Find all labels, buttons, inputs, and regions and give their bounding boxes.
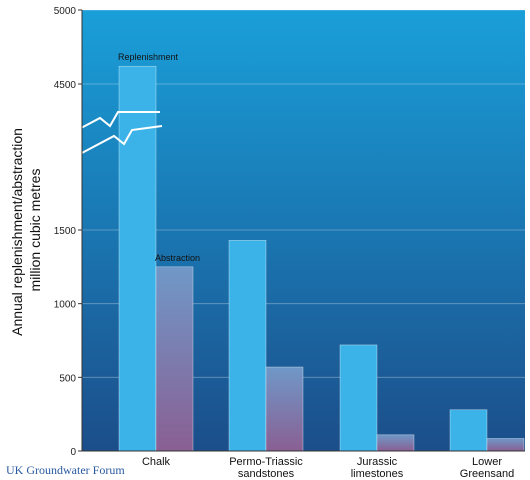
y-tick-label: 500 xyxy=(59,373,76,384)
axis-break-line xyxy=(79,125,163,155)
y-tick-label: 1500 xyxy=(54,226,77,237)
y-tick-labels: 0 500 1000 1500 4500 5000 xyxy=(54,6,82,458)
axis-break xyxy=(65,111,163,155)
x-category-label: limestones xyxy=(351,468,404,480)
y-tick-label: 4500 xyxy=(54,80,77,91)
x-category-label: Greensand xyxy=(460,468,514,480)
x-category-label: sandstones xyxy=(238,468,295,480)
x-category-label: Chalk xyxy=(142,456,171,468)
y-tick-label: 1000 xyxy=(54,300,77,311)
bar-abstraction xyxy=(265,366,304,452)
bar-abstraction xyxy=(486,438,525,452)
bar-replenishment xyxy=(228,240,267,452)
x-category-label: Permo-Triassic xyxy=(229,456,303,468)
x-category-label: Jurassic xyxy=(357,456,398,468)
bar-abstraction xyxy=(376,434,415,452)
annotation-replenishment: Replenishment xyxy=(118,52,179,62)
y-tick-label: 0 xyxy=(70,447,76,458)
source-credit: UK Groundwater Forum xyxy=(6,463,125,477)
y-axis-label-line-1: Annual replenishment/abstraction xyxy=(9,128,25,336)
bar-replenishment xyxy=(339,344,378,452)
y-tick-label: 5000 xyxy=(54,6,77,17)
bar-replenishment xyxy=(118,65,157,452)
bars xyxy=(118,65,525,452)
annotation-abstraction: Abstraction xyxy=(155,253,200,263)
x-category-label: Lower xyxy=(472,456,502,468)
axis-break-line xyxy=(65,111,160,137)
y-axis-label-line-2: million cubic metres xyxy=(27,169,43,292)
bar-replenishment xyxy=(449,409,488,452)
y-axis-label: Annual replenishment/abstraction million… xyxy=(9,124,43,336)
series-annotations: Replenishment Abstraction xyxy=(118,52,200,263)
bar-abstraction xyxy=(155,266,194,452)
